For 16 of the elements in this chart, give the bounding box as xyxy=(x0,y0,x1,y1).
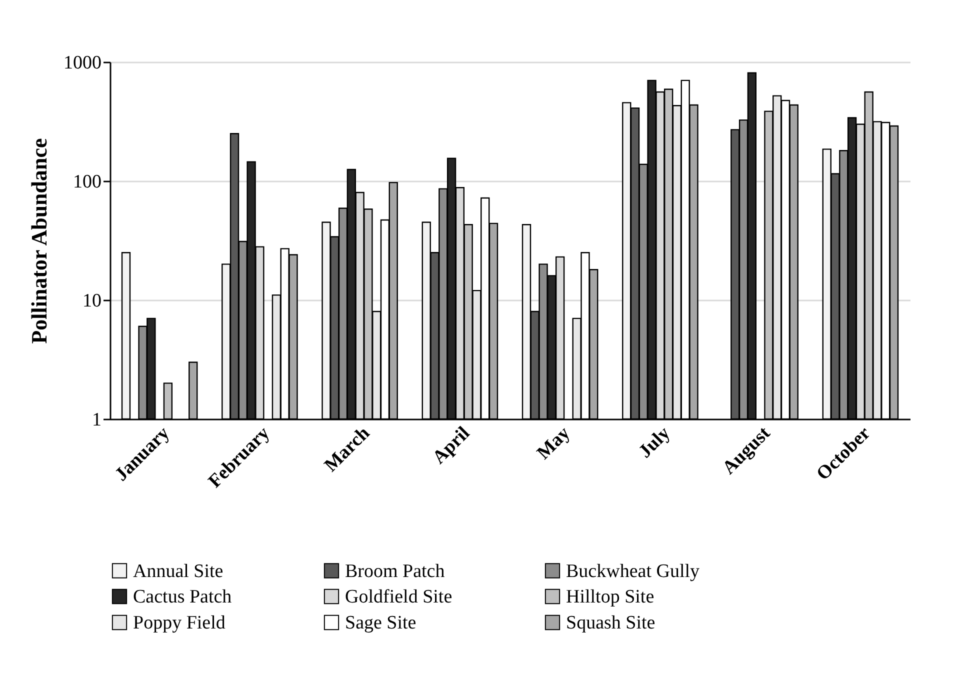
legend-label: Hilltop Site xyxy=(566,586,654,608)
y-tick-label: 1 xyxy=(92,410,102,430)
y-tick-label: 10 xyxy=(82,290,102,312)
y-axis-title: Pollinator Abundance xyxy=(26,138,52,344)
legend-label: Buckwheat Gully xyxy=(566,560,700,582)
legend-label: Sage Site xyxy=(345,612,416,634)
legend-label: Goldfield Site xyxy=(345,586,452,608)
legend-label: Broom Patch xyxy=(345,560,446,582)
legend-label: Poppy Field xyxy=(133,612,226,634)
legend-label: Annual Site xyxy=(133,560,224,582)
x-tick-label: July xyxy=(634,422,675,462)
y-tick-label: 1000 xyxy=(64,52,102,74)
legend-label: Squash Site xyxy=(566,612,656,634)
legend-label: Cactus Patch xyxy=(133,586,232,608)
x-tick-label: May xyxy=(533,422,575,464)
y-tick-label: 100 xyxy=(73,172,102,192)
